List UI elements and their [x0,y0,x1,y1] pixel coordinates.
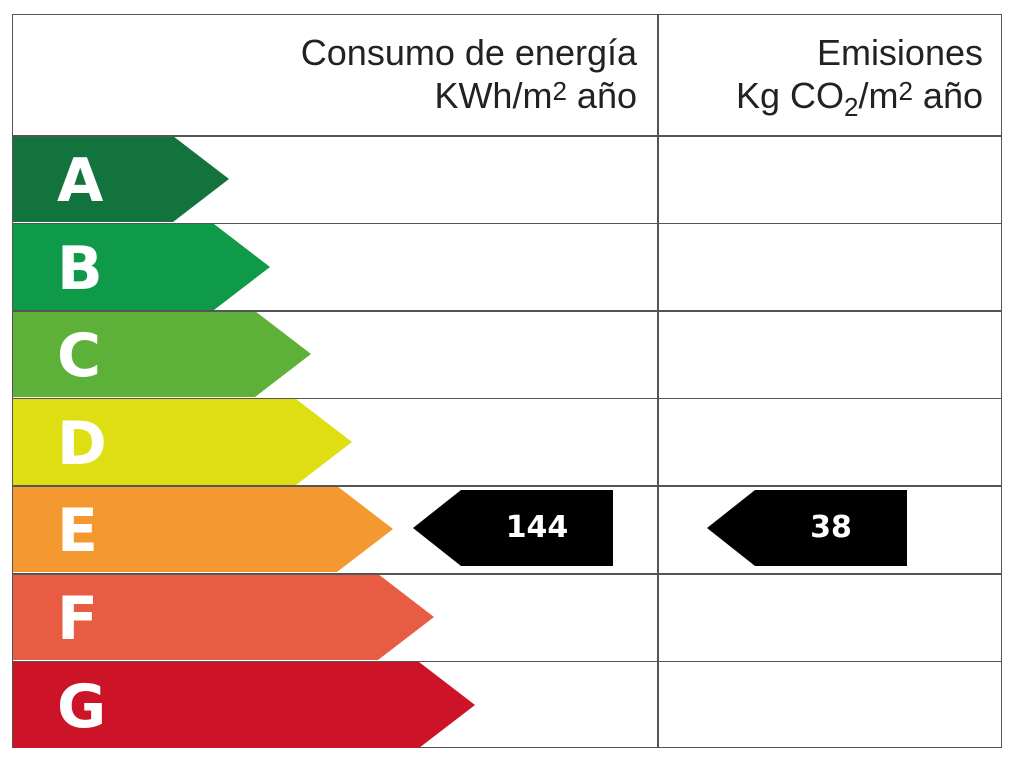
energy-indicator-value: 144 [505,510,569,546]
row-divider [13,310,1001,312]
energy-indicator-shape [413,490,613,567]
rating-arrow-shape [13,136,229,222]
row-divider [13,573,1001,575]
rating-arrow-shape [13,486,393,573]
emissions-unit-subscript: 2 [843,92,859,122]
energy-title: Consumo de energía [300,32,637,73]
rating-arrow-shape [13,311,311,398]
emissions-header: Emisiones Kg CO2/m2 año [659,15,983,135]
emissions-title: Emisiones [816,32,983,73]
emissions-unit-period: año [912,75,983,116]
energy-unit-exponent: 2 [552,76,567,106]
rating-arrow-shape [13,223,270,310]
emissions-unit-area: /m [858,75,899,116]
energy-label: Consumo de energía KWh/m2 año Emisiones … [12,14,1002,748]
rating-letter: F [57,584,98,654]
rating-arrow-shape [13,661,475,748]
rating-letter: D [57,408,107,479]
rating-letter: G [57,671,107,742]
row-divider [13,485,1001,487]
rating-letter: B [57,233,103,304]
rating-arrow-shape [13,574,434,660]
emissions-unit: Kg CO2/m2 año [659,74,983,122]
rating-letter: C [57,321,102,392]
energy-unit-period: año [566,75,637,116]
emissions-indicator: 38 [707,490,907,567]
rating-letter: E [57,496,98,567]
column-divider [657,15,659,747]
energy-header: Consumo de energía KWh/m2 año [13,15,637,135]
row-divider [13,222,1001,225]
row-divider [13,397,1001,400]
energy-indicator: 144 [413,490,613,567]
energy-unit: KWh/m2 año [13,74,637,121]
emissions-unit-exponent: 2 [898,76,913,106]
rating-letter: A [57,146,104,216]
emissions-unit-base: Kg CO [735,75,844,116]
emissions-indicator-shape [707,490,907,567]
row-divider [13,135,1001,137]
energy-unit-base: KWh/m [434,75,553,116]
rating-arrow-shape [13,398,352,485]
emissions-indicator-value: 38 [810,510,852,546]
row-divider [13,660,1001,663]
